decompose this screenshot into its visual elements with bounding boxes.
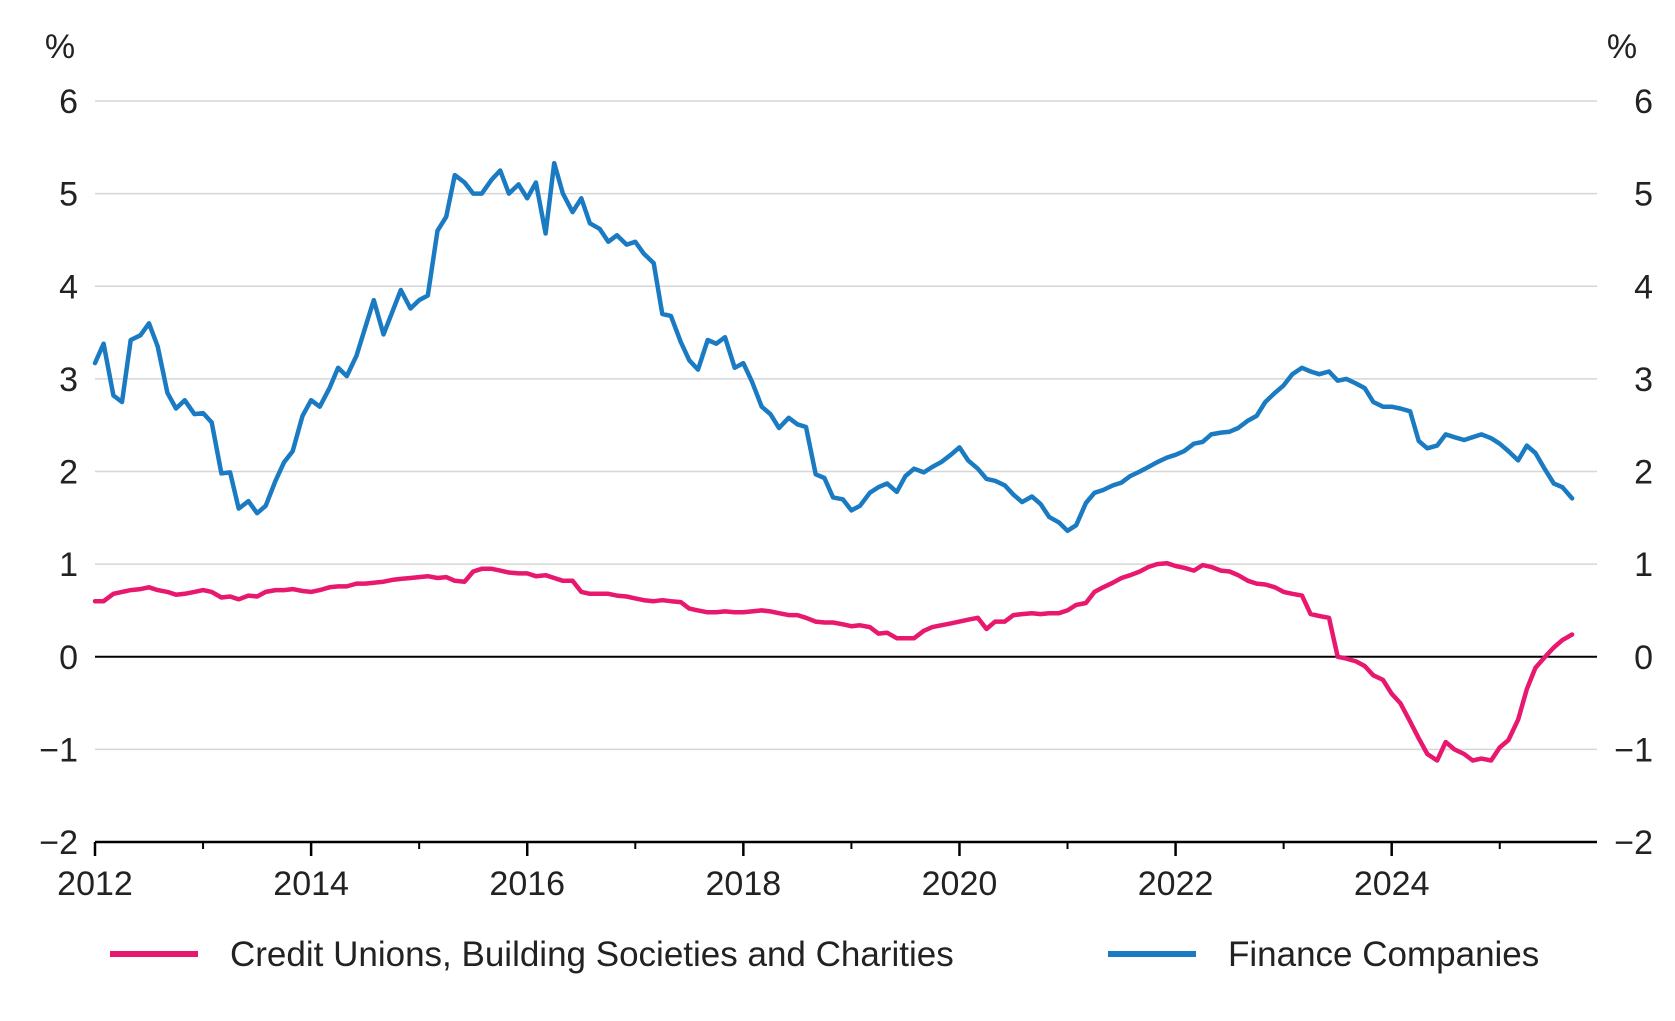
series-layer — [92, 160, 1575, 763]
y-tick-label-right: −1 — [1614, 731, 1653, 769]
y-tick-label-left: 2 — [59, 454, 78, 492]
x-axis-ticks: 2012 2014 2016 2018 2020 2022 2024 — [57, 840, 1597, 903]
y-tick-label-right: 1 — [1634, 546, 1653, 584]
x-tick-label: 2016 — [489, 865, 565, 903]
legend: Credit Unions, Building Societies and Ch… — [110, 935, 1539, 974]
y-tick-label-left: 4 — [59, 268, 78, 306]
axes: % % 6 5 4 3 2 1 0 −1 −2 6 5 4 3 2 1 0 −1 −2 2012 2014 2016… — [39, 28, 1653, 903]
right-axis-unit-label: % — [1607, 28, 1637, 66]
right-axis-ticks: 6 5 4 3 2 1 0 −1 −2 — [1614, 83, 1653, 862]
y-tick-label-left: 6 — [59, 83, 78, 121]
y-tick-label-right: −2 — [1614, 824, 1653, 862]
y-tick-label-left: 0 — [59, 639, 78, 677]
left-axis-unit-label: % — [45, 28, 75, 66]
legend-label-credit-unions: Credit Unions, Building Societies and Ch… — [230, 935, 954, 974]
x-tick-label: 2018 — [706, 865, 782, 903]
y-tick-label-left: −1 — [39, 731, 78, 769]
left-axis-ticks: 6 5 4 3 2 1 0 −1 −2 — [39, 83, 78, 862]
x-tick-label: 2024 — [1354, 865, 1430, 903]
gridlines — [95, 100, 1597, 751]
y-tick-label-left: 5 — [59, 176, 78, 214]
y-tick-label-left: −2 — [39, 824, 78, 862]
legend-label-finance-companies: Finance Companies — [1228, 935, 1539, 974]
series-line-credit-unions — [92, 560, 1575, 763]
y-tick-label-right: 4 — [1634, 268, 1653, 306]
y-tick-label-right: 2 — [1634, 454, 1653, 492]
y-tick-label-right: 0 — [1634, 639, 1653, 677]
y-tick-label-left: 1 — [59, 546, 78, 584]
y-tick-label-right: 3 — [1634, 361, 1653, 399]
x-tick-label: 2014 — [273, 865, 349, 903]
series-line-finance-companies — [92, 160, 1575, 534]
y-tick-label-left: 3 — [59, 361, 78, 399]
y-tick-label-right: 6 — [1634, 83, 1653, 121]
x-tick-label: 2022 — [1138, 865, 1214, 903]
x-tick-label: 2020 — [922, 865, 998, 903]
x-tick-label: 2012 — [57, 865, 133, 903]
y-tick-label-right: 5 — [1634, 176, 1653, 214]
